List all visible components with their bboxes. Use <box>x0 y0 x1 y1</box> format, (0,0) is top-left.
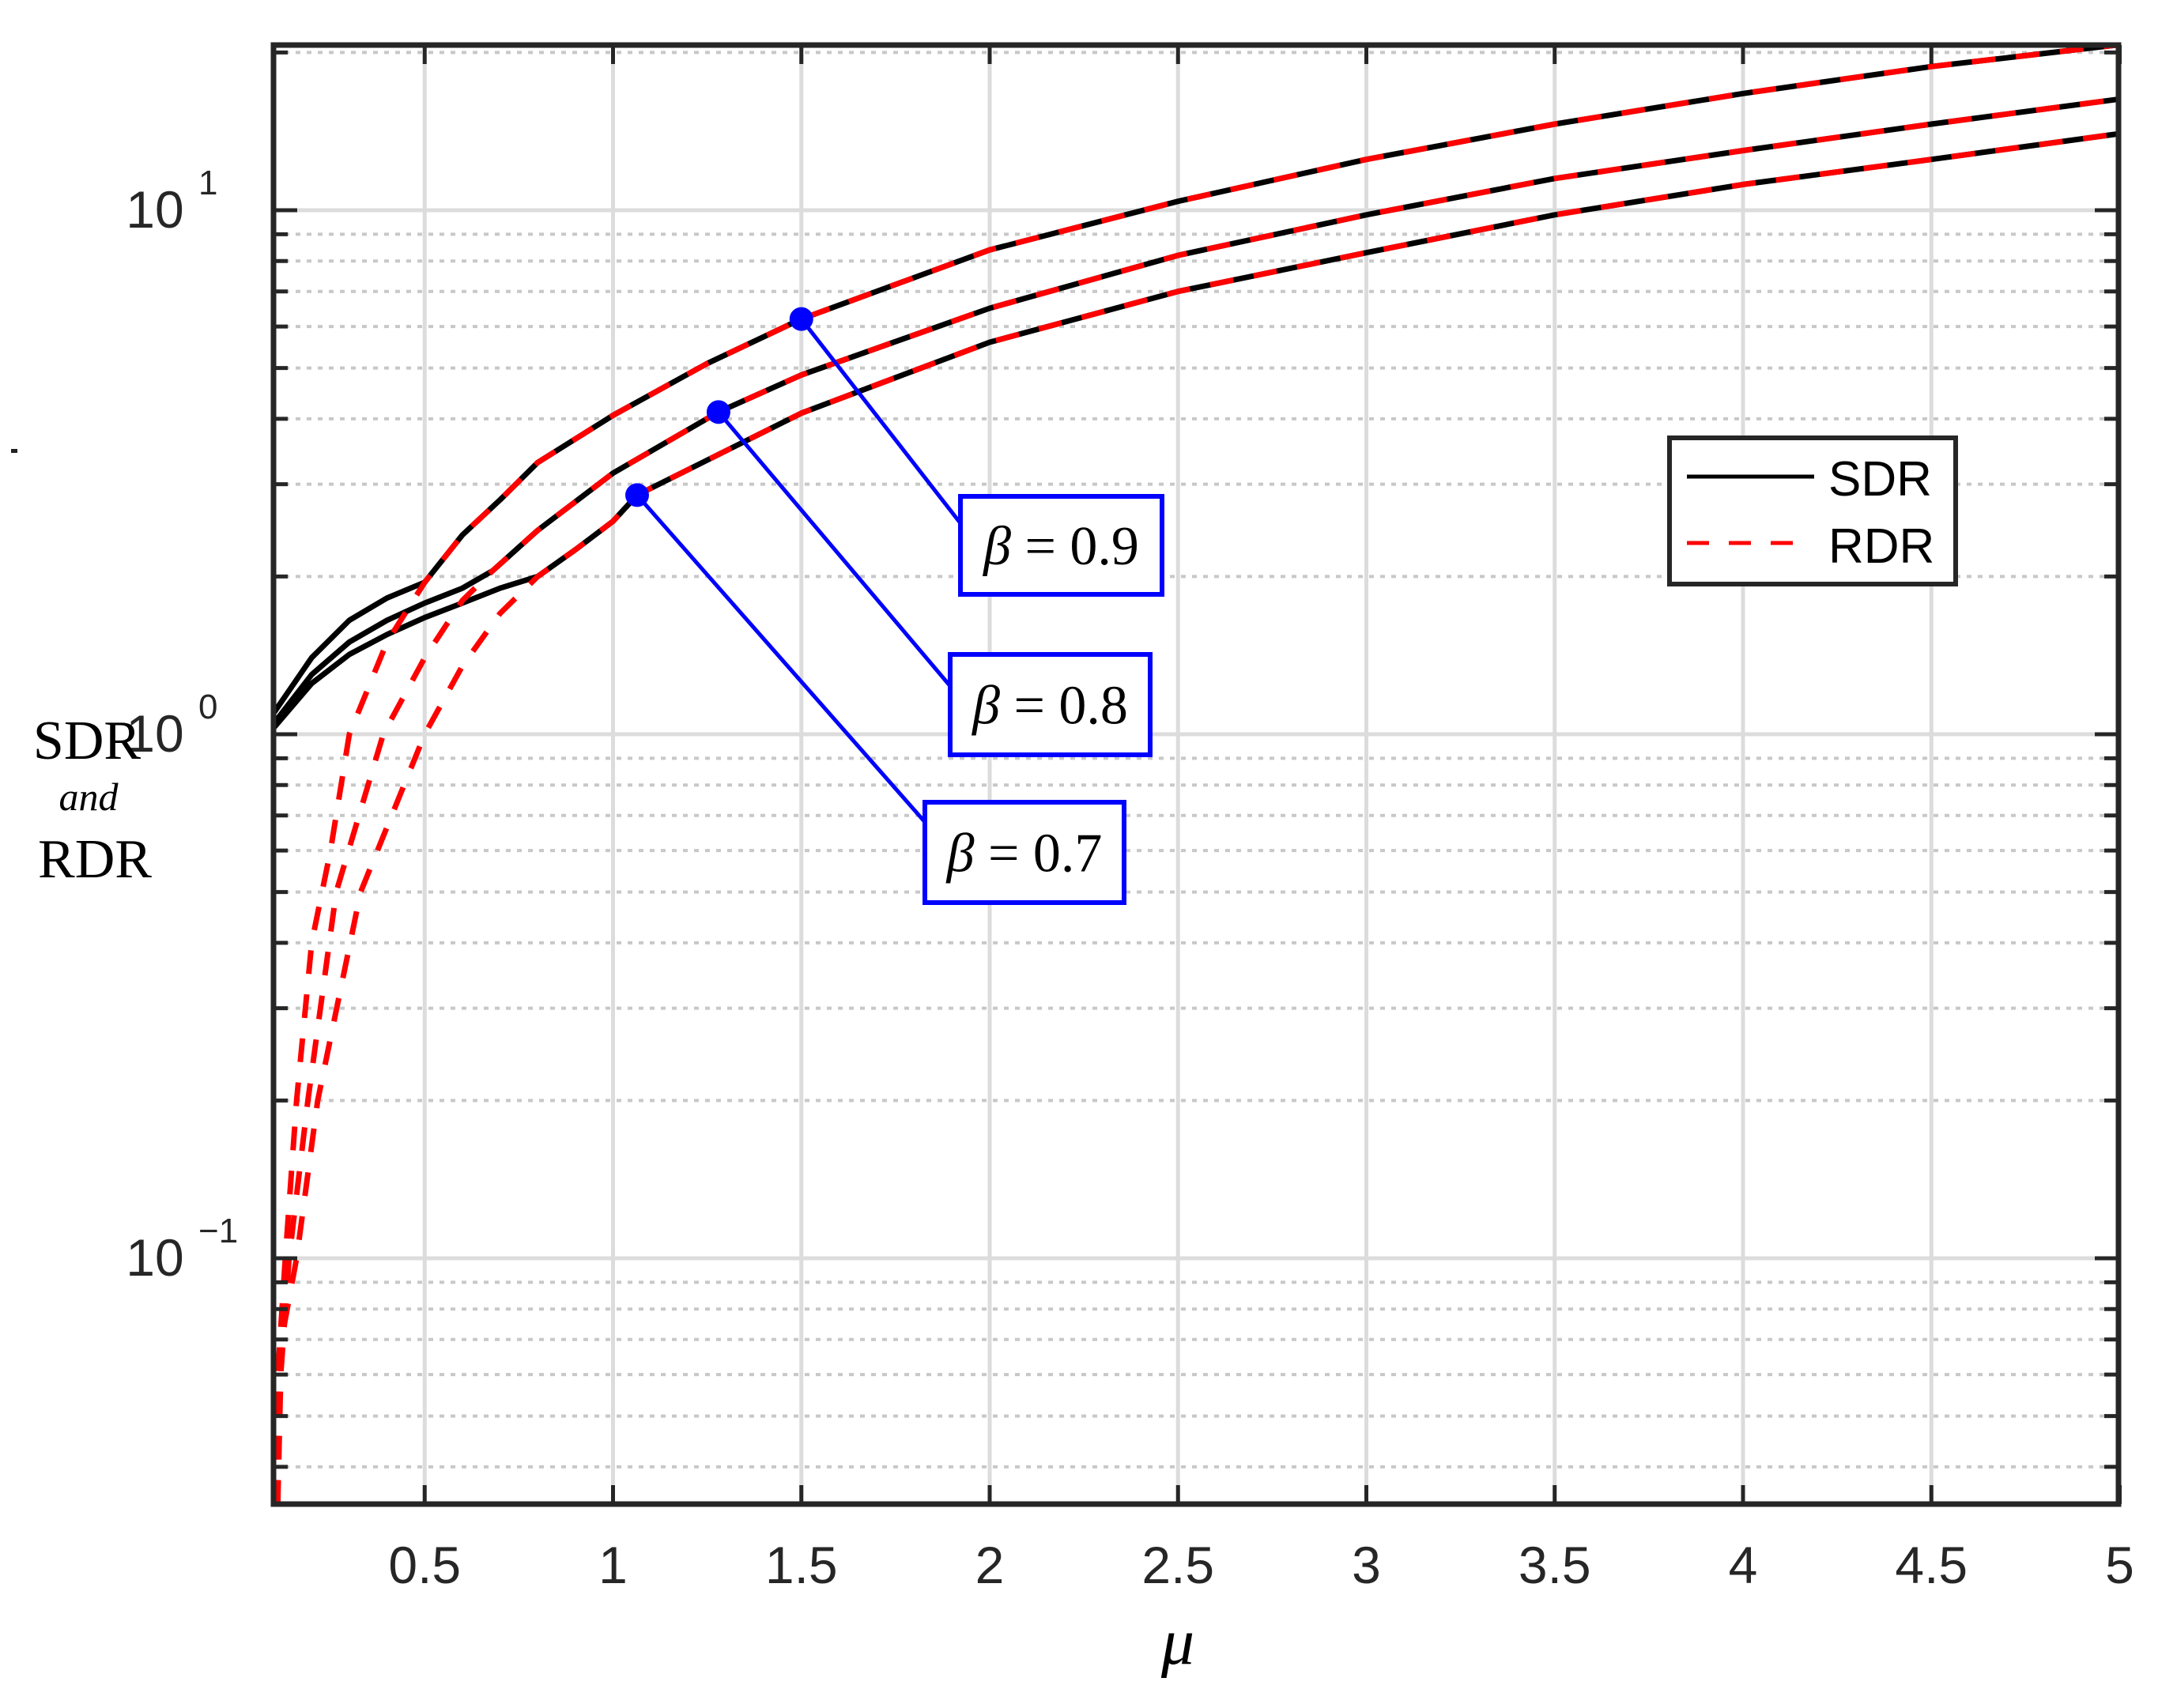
y-tick-label: 10 −1 <box>126 1212 238 1287</box>
sdr-curve-beta-08 <box>274 96 2119 726</box>
rdr-curve-beta-09 <box>274 45 2119 1504</box>
x-tick-label: 2 <box>975 1536 1005 1594</box>
svg-text:1: 1 <box>198 164 217 202</box>
x-tick-label: 5 <box>2105 1536 2134 1594</box>
legend: SDR RDR <box>1667 435 1958 586</box>
y-tick-label: 10 1 <box>126 164 217 239</box>
svg-text:−1: −1 <box>198 1212 238 1250</box>
plot-axes <box>270 42 2122 1507</box>
annotation-point-marker <box>624 483 649 507</box>
svg-text:10: 10 <box>126 1228 183 1287</box>
y-tick-label: 10 0 <box>126 688 217 763</box>
y-axis-label-line3: RDR <box>38 829 152 890</box>
annotation-box <box>948 652 1153 757</box>
annotation-beta-9: β = 0.9 <box>789 307 1164 597</box>
y-axis-label: SDR and RDR <box>33 711 152 890</box>
x-tick-label: 0.5 <box>388 1536 461 1594</box>
x-tick-label: 2.5 <box>1141 1536 1214 1594</box>
annotation-label: β = 0.8 <box>971 676 1128 737</box>
x-tick-labels: 0.5 1 1.5 2 2.5 3 3.5 4 4.5 5 <box>388 1536 2134 1594</box>
annotation-label: β = 0.9 <box>982 516 1139 577</box>
axes-frame <box>270 42 2122 1507</box>
annotation-leader-line <box>717 410 952 688</box>
legend-rdr-label: RDR <box>1828 519 1934 574</box>
rdr-curve-beta-08 <box>274 96 2119 1504</box>
annotation-box <box>922 800 1126 905</box>
annotation-layer: β = 0.9 β = 0.8 β = 0.7 <box>624 307 1164 905</box>
x-tick-label: 1.5 <box>765 1536 838 1594</box>
x-tick-label: 3 <box>1352 1536 1381 1594</box>
minor-gridlines <box>274 51 2119 1469</box>
annotation-beta-7: β = 0.7 <box>624 483 1126 905</box>
y-tick-labels: 10 −1 10 0 10 1 <box>126 164 238 1287</box>
x-axis-label: μ <box>1160 1605 1194 1679</box>
y-axis-label-line1: SDR <box>33 711 141 771</box>
annotation-point-marker <box>706 400 730 424</box>
annotation-leader-line <box>799 318 962 525</box>
series-layer <box>274 45 2119 1504</box>
rdr-curve-beta-07 <box>274 130 2119 1504</box>
major-gridlines <box>274 45 2119 1504</box>
y-axis-label-line2: and <box>59 775 119 819</box>
annotation-leader-line <box>636 493 926 824</box>
x-tick-label: 4.5 <box>1895 1536 1968 1594</box>
x-tick-label: 3.5 <box>1519 1536 1591 1594</box>
annotation-point-marker <box>789 307 813 331</box>
x-tick-label: 1 <box>598 1536 628 1594</box>
legend-sdr-label: SDR <box>1828 452 1932 507</box>
legend-box <box>1667 435 1958 586</box>
stray-mark <box>11 449 17 453</box>
svg-text:0: 0 <box>198 688 217 726</box>
svg-text:10: 10 <box>126 180 183 239</box>
annotation-box <box>958 494 1164 597</box>
svg-text:10: 10 <box>126 704 183 763</box>
annotation-beta-8: β = 0.8 <box>706 400 1153 757</box>
x-tick-label: 4 <box>1729 1536 1758 1594</box>
annotation-label: β = 0.7 <box>945 824 1103 884</box>
